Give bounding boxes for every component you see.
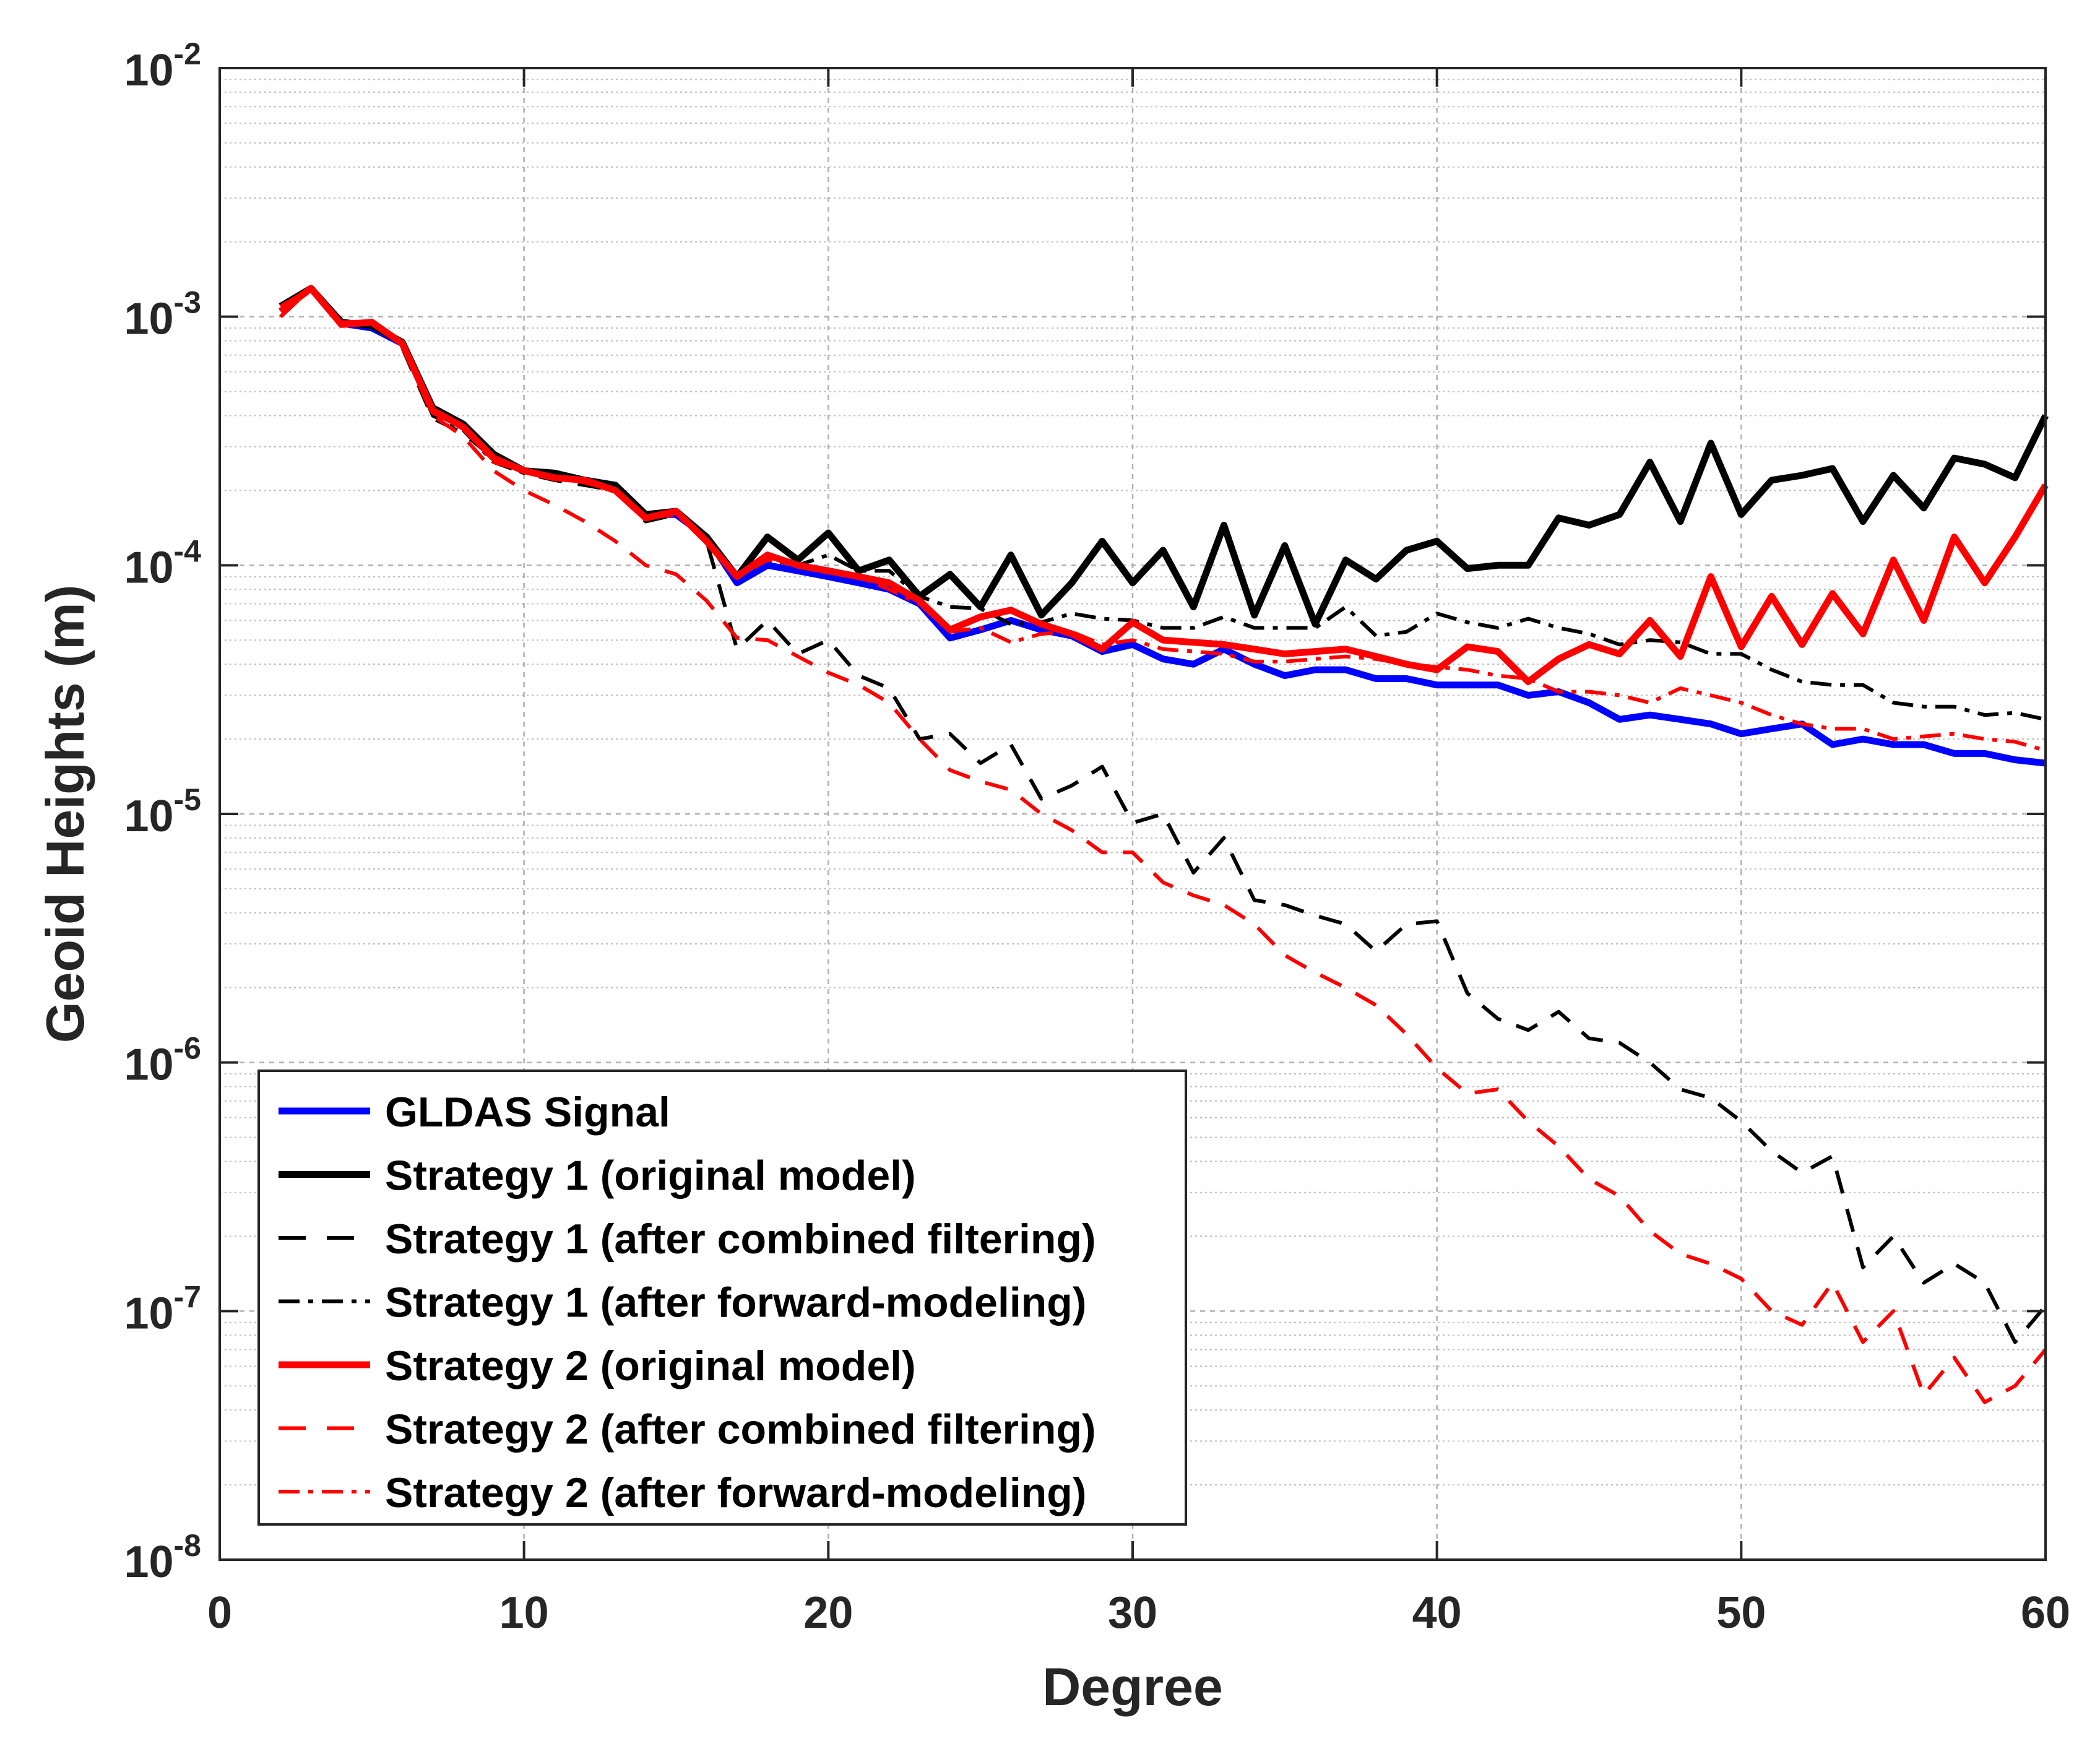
legend-label: Strategy 2 (after forward-modeling) <box>385 1469 1087 1516</box>
y-tick-label: 10-4 <box>124 534 201 592</box>
y-tick-label: 10-7 <box>124 1279 201 1338</box>
legend: GLDAS Signal Strategy 1 (original model) S… <box>257 1070 1187 1526</box>
x-tick-label: 10 <box>499 1588 549 1638</box>
x-tick-label: 40 <box>1412 1588 1462 1638</box>
legend-label: GLDAS Signal <box>385 1089 670 1136</box>
series-line <box>278 285 2049 685</box>
y-axis-label: Geoid Heights (m) <box>36 585 95 1044</box>
y-axis: 10-8 10-7 10-6 10-5 10-4 10-3 10-2 <box>124 37 2046 1587</box>
y-tick-label: 10-6 <box>124 1031 201 1090</box>
legend-label: Strategy 2 (original model) <box>385 1342 916 1389</box>
series-layer <box>278 285 2049 1404</box>
x-tick-label: 20 <box>803 1588 853 1638</box>
series-line <box>279 286 2046 753</box>
x-tick-label: 50 <box>1716 1588 1766 1638</box>
series-line <box>279 286 2047 1344</box>
series-line <box>279 286 2046 722</box>
x-tick-label: 0 <box>207 1588 232 1638</box>
legend-label: Strategy 1 (after combined filtering) <box>385 1216 1096 1263</box>
y-tick-label: 10-3 <box>124 285 201 344</box>
legend-label: Strategy 2 (after combined filtering) <box>385 1406 1096 1453</box>
y-tick-label: 10-2 <box>124 37 201 95</box>
series-line <box>279 286 2047 1404</box>
legend-label: Strategy 1 (after forward-modeling) <box>385 1279 1087 1326</box>
y-tick-label: 10-5 <box>124 782 201 841</box>
legend-label: Strategy 1 (original model) <box>385 1152 916 1199</box>
x-axis-label: Degree <box>1042 1657 1223 1717</box>
y-tick-label: 10-8 <box>124 1528 201 1587</box>
x-tick-label: 60 <box>2021 1588 2070 1638</box>
legend-box <box>257 1070 1187 1526</box>
x-tick-label: 30 <box>1108 1588 1157 1638</box>
x-axis: 0 10 20 30 40 50 60 <box>207 68 2070 1638</box>
